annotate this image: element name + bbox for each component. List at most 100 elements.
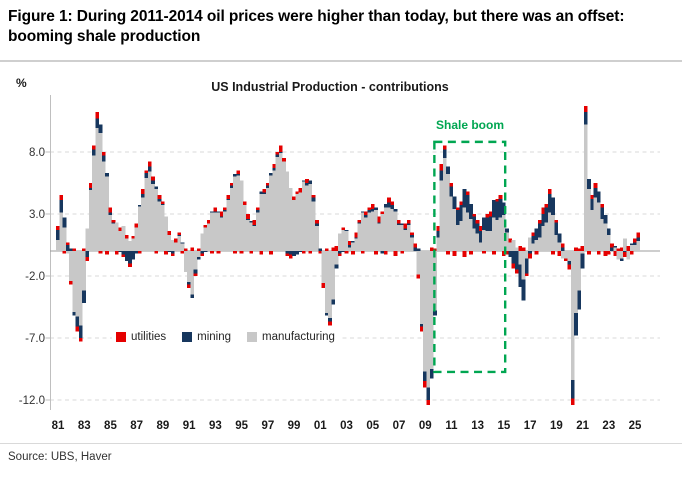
bar-utilities	[492, 251, 496, 255]
bar-manufacturing	[341, 229, 345, 251]
bar-manufacturing	[328, 251, 332, 318]
bar-manufacturing	[118, 231, 123, 251]
x-tick-label: 81	[52, 420, 65, 432]
bar-utilities	[380, 211, 385, 214]
bar-utilities	[413, 243, 418, 248]
bar-mining	[469, 203, 473, 219]
bar-manufacturing	[357, 223, 362, 251]
bar-mining	[219, 216, 224, 218]
bar-mining	[636, 237, 641, 242]
bar-manufacturing	[426, 251, 431, 388]
bar-mining	[334, 264, 339, 269]
x-tick-label: 15	[498, 420, 511, 432]
bar-utilities	[288, 254, 293, 259]
bar-manufacturing	[334, 251, 339, 265]
bar-manufacturing	[344, 231, 349, 251]
bar-manufacturing	[478, 242, 483, 251]
bar-manufacturing	[564, 251, 568, 259]
bar-manufacturing	[65, 251, 70, 254]
bar-manufacturing	[413, 251, 418, 253]
bar-mining	[505, 228, 509, 233]
bar-mining	[396, 223, 401, 225]
bar-mining	[190, 294, 195, 299]
bar-utilities	[488, 211, 493, 217]
bar-utilities	[426, 399, 431, 405]
footer-divider	[0, 443, 682, 444]
bar-mining	[600, 207, 605, 219]
bar-mining	[75, 316, 80, 327]
bar-mining	[596, 191, 601, 203]
bar-manufacturing	[147, 171, 152, 251]
bar-utilities	[337, 253, 342, 256]
bar-manufacturing	[554, 234, 559, 251]
bar-manufacturing	[505, 232, 509, 251]
bar-manufacturing	[518, 251, 523, 265]
bar-utilities	[128, 263, 132, 268]
bar-manufacturing	[360, 212, 365, 251]
bar-mining	[423, 371, 427, 382]
bar-utilities	[75, 326, 80, 332]
bar-mining	[252, 224, 257, 227]
bar-mining	[124, 251, 129, 261]
bar-mining	[88, 187, 93, 191]
bar-mining	[462, 189, 467, 208]
bar-mining	[377, 222, 382, 224]
bar-manufacturing	[305, 185, 309, 251]
bar-manufacturing	[472, 228, 477, 251]
bar-manufacturing	[567, 251, 572, 261]
bar-manufacturing	[436, 237, 441, 251]
bar-utilities	[623, 252, 627, 258]
bar-mining	[324, 313, 329, 316]
bar-manufacturing	[200, 233, 204, 251]
x-tick-label: 13	[471, 420, 484, 432]
bar-mining	[351, 241, 355, 243]
bar-utilities	[269, 251, 273, 255]
bar-utilities	[223, 207, 227, 211]
bar-mining	[410, 234, 414, 238]
bar-utilities	[321, 283, 326, 289]
bar-manufacturing	[557, 242, 562, 251]
bar-manufacturing	[524, 251, 529, 259]
x-tick-label: 17	[524, 420, 537, 432]
bar-manufacturing	[367, 212, 372, 251]
bar-manufacturing	[78, 251, 83, 326]
bar-manufacturing	[196, 251, 201, 258]
bar-manufacturing	[547, 212, 552, 251]
bar-mining	[160, 203, 165, 206]
bar-utilities	[442, 145, 447, 150]
legend-item-manufacturing: manufacturing	[247, 331, 335, 343]
bar-mining	[456, 210, 460, 225]
bar-mining	[403, 228, 408, 230]
bar-manufacturing	[606, 234, 611, 251]
bar-manufacturing	[613, 247, 618, 251]
bar-manufacturing	[85, 228, 90, 251]
bar-utilities	[560, 243, 565, 248]
bar-utilities	[501, 251, 506, 256]
bar-utilities	[301, 251, 306, 254]
bar-mining	[337, 251, 342, 254]
bar-utilities	[603, 251, 608, 256]
bar-utilities	[633, 238, 637, 243]
bar-mining	[193, 269, 198, 274]
bar-mining	[331, 299, 336, 305]
bar-utilities	[216, 251, 221, 254]
bar-mining	[59, 200, 64, 213]
bar-manufacturing	[442, 158, 447, 251]
x-tick-label: 99	[288, 420, 301, 432]
bar-utilities	[59, 195, 64, 201]
bar-mining	[567, 260, 572, 265]
bar-utilities	[518, 246, 523, 251]
bar-mining	[583, 112, 588, 125]
bar-mining	[439, 170, 444, 181]
bar-utilities	[157, 195, 162, 199]
y-axis-unit-label: %	[16, 76, 27, 90]
bar-utilities	[101, 151, 106, 156]
figure-title: Figure 1: During 2011-2014 oil prices we…	[8, 8, 625, 46]
bar-manufacturing	[603, 223, 608, 251]
bar-manufacturing	[374, 210, 378, 251]
bar-utilities	[570, 398, 575, 405]
bar-utilities	[423, 381, 427, 388]
bar-manufacturing	[528, 237, 532, 251]
bar-manufacturing	[400, 224, 404, 251]
bar-utilities	[246, 213, 250, 219]
